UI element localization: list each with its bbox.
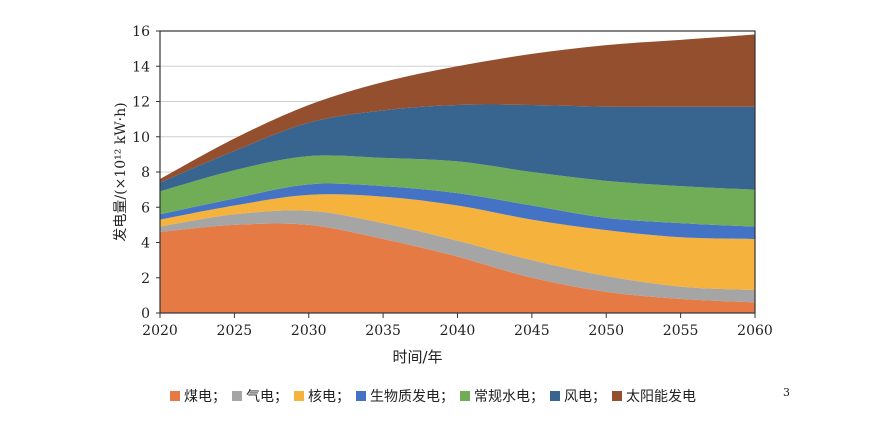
legend-swatch (356, 391, 366, 401)
legend-item: 煤电； (170, 386, 226, 406)
legend-swatch (550, 391, 560, 401)
legend-label: 风电； (564, 389, 606, 405)
legend-item: 风电； (550, 386, 606, 406)
y-tick-label: 16 (132, 24, 150, 40)
legend-label: 常规水电； (474, 389, 544, 405)
x-tick-label: 2050 (588, 323, 624, 339)
stray-mark: 3 (783, 386, 790, 399)
legend-item: 核电； (294, 386, 350, 406)
x-tick-label: 2025 (217, 323, 253, 339)
x-axis-label: 时间/年 (392, 348, 442, 366)
series-area-4 (160, 155, 755, 227)
legend-item: 气电； (232, 386, 288, 406)
x-tick-label: 2030 (291, 323, 327, 339)
legend-label: 生物质发电； (370, 389, 454, 405)
series-area-6 (160, 34, 755, 183)
legend-swatch (170, 391, 180, 401)
x-tick-label: 2035 (365, 323, 401, 339)
legend: 煤电； 气电； 核电； 生物质发电； 常规水电； 风电； 太阳能发电 (170, 386, 702, 406)
y-tick-label: 2 (141, 271, 150, 287)
y-tick-label: 4 (141, 236, 150, 252)
x-tick-label: 2060 (737, 323, 773, 339)
legend-label: 气电； (246, 389, 288, 405)
y-tick-label: 10 (132, 130, 150, 146)
series-area-0 (160, 223, 755, 313)
x-tick-label: 2055 (663, 323, 699, 339)
legend-label: 核电； (308, 389, 350, 405)
series-area-1 (160, 210, 755, 303)
x-tick-label: 2045 (514, 323, 550, 339)
legend-label: 煤电； (184, 389, 226, 405)
y-tick-label: 6 (141, 200, 150, 216)
legend-label: 太阳能发电 (626, 389, 696, 405)
legend-swatch (460, 391, 470, 401)
legend-item: 生物质发电； (356, 386, 454, 406)
series-area-2 (160, 194, 755, 291)
x-tick-label: 2040 (440, 323, 476, 339)
y-tick-label: 0 (141, 306, 150, 322)
legend-swatch (294, 391, 304, 401)
legend-item: 常规水电； (460, 386, 544, 406)
legend-swatch (232, 391, 242, 401)
legend-item: 太阳能发电 (612, 386, 696, 406)
legend-swatch (612, 391, 622, 401)
y-tick-label: 14 (132, 59, 150, 75)
series-area-5 (160, 104, 755, 192)
x-tick-label: 2020 (142, 323, 178, 339)
series-area-3 (160, 183, 755, 239)
y-axis-label: 发电量/(×10¹² kW·h) (113, 102, 129, 241)
y-tick-label: 12 (132, 95, 150, 111)
y-tick-label: 8 (141, 165, 150, 181)
